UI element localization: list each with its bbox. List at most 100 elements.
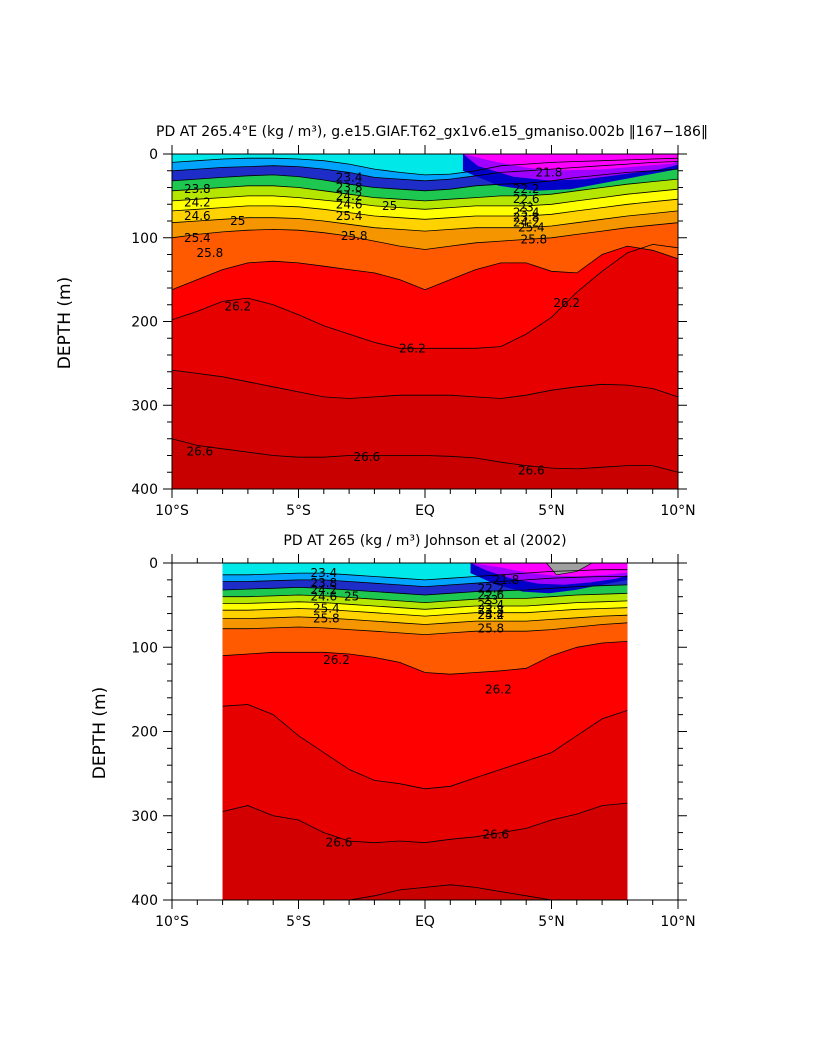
contour-label: 22.6 (477, 588, 504, 602)
contour-label: 23.8 (513, 211, 540, 225)
contour-label: 24.6 (310, 590, 337, 604)
contour-line-26-6 (171, 369, 679, 399)
panel-observed-title: PD AT 265 (kg / m³) Johnson et al (2002) (283, 533, 566, 549)
contour-label: 22.2 (513, 182, 540, 196)
x-tick-label: 10°S (155, 503, 189, 519)
contour-label: 25.8 (520, 232, 547, 246)
contour-label: 22.6 (513, 192, 540, 206)
y-tick-label: 0 (149, 147, 158, 163)
panel-observed-fill (222, 562, 628, 900)
panel-model-y-axis-label: DEPTH (m) (55, 277, 75, 369)
contour-label: 26.2 (224, 299, 251, 313)
contour-label: 26.6 (326, 836, 353, 850)
contour-line-26-2 (222, 641, 628, 675)
contour-label: 24.2 (513, 216, 540, 230)
contour-label: 26.2 (553, 296, 580, 310)
contour-line-23-8 (171, 168, 679, 192)
contour-label: 23 (519, 201, 534, 215)
x-tick-label: 5°S (286, 503, 311, 519)
y-tick-label: 100 (131, 640, 158, 656)
contour-label: 26.2 (485, 682, 512, 696)
contour-label: 25.4 (477, 608, 504, 622)
y-tick-label: 400 (131, 893, 158, 909)
contour-label: 25.4 (518, 221, 545, 235)
contour-label: 24.2 (184, 196, 211, 210)
y-tick-label: 300 (131, 398, 158, 414)
contour-label: 23.8 (477, 603, 504, 617)
contour-label: 26.6 (482, 827, 509, 841)
contour-label: 23.8 (310, 576, 337, 590)
contour-line-25-4 (171, 210, 679, 232)
panel-model-title: PD AT 265.4°E (kg / m³), g.e15.GIAF.T62_… (156, 124, 708, 140)
contour-label: 25.4 (313, 602, 340, 616)
contour-line-24-2 (222, 592, 628, 604)
contour-line-25 (171, 198, 679, 220)
contour-label: 23.4 (336, 170, 363, 184)
contour-line-23 (171, 157, 679, 176)
panel-model-axes: 10°S 5°S EQ 5°N 10°N 0 100 200 300 400 (131, 145, 696, 519)
contour-label: 26.2 (399, 341, 426, 355)
contour-line-25-8 (222, 622, 628, 636)
panel-observed-axes: 10°S 5°S EQ 5°N 10°N 0 100 200 300 400 (131, 554, 696, 930)
panel-observed-contour-labels: 23.423.824.224.6 2525.425.821.822.222.623… (310, 566, 519, 850)
contour-label: 25.8 (477, 622, 504, 636)
contour-label: 25 (230, 214, 245, 228)
panel-observed: PD AT 265 (kg / m³) Johnson et al (2002)… (90, 533, 696, 930)
contour-label: 21.8 (493, 573, 520, 587)
contour-label: 24.2 (477, 608, 504, 622)
x-tick-label: 10°N (660, 914, 695, 930)
contour-line-23-4 (171, 161, 679, 182)
contour-label: 25 (382, 199, 397, 213)
contour-label: 23.4 (310, 566, 337, 580)
x-tick-label: EQ (415, 914, 435, 930)
panel-model-fill (172, 154, 678, 489)
contour-label: 26.6 (353, 450, 380, 464)
y-tick-label: 400 (131, 482, 158, 498)
contour-label: 23.8 (184, 182, 211, 196)
panel-model-contours (171, 157, 679, 473)
x-tick-label: EQ (415, 503, 435, 519)
contour-line-26-6 (222, 802, 628, 844)
contour-label: 21.8 (536, 165, 563, 179)
y-tick-label: 200 (131, 725, 158, 741)
contour-label: 25.8 (313, 612, 340, 626)
y-tick-label: 100 (131, 231, 158, 247)
contour-line-24-6 (222, 600, 628, 610)
contour-label: 24.2 (336, 189, 363, 203)
contour-label: 26.6 (186, 444, 213, 458)
contour-line-26-4 (171, 243, 679, 349)
x-tick-label: 5°N (538, 503, 564, 519)
contour-label: 23.4 (477, 598, 504, 612)
x-tick-label: 10°N (660, 503, 695, 519)
contour-line-23-4 (222, 576, 628, 588)
y-tick-label: 200 (131, 315, 158, 331)
contour-line-23 (222, 569, 628, 581)
x-tick-label: 10°S (155, 914, 189, 930)
contour-label: 23.8 (336, 181, 363, 195)
contour-line-26-4 (222, 704, 628, 790)
fill-warm-pool-2 (470, 563, 628, 577)
contour-label: 25 (344, 590, 359, 604)
contour-line-25-8 (171, 222, 679, 250)
contour-label: 24.6 (184, 209, 211, 223)
y-tick-label: 0 (149, 556, 158, 572)
contour-line-25 (222, 607, 628, 617)
contour-label: 25.8 (341, 229, 368, 243)
contour-label: 26.2 (323, 653, 350, 667)
contour-label: 23 (483, 593, 498, 607)
contour-label: 25.4 (184, 231, 211, 245)
contour-line-23-8 (222, 584, 628, 596)
contour-label: 25.4 (336, 209, 363, 223)
contour-label: 22.2 (477, 581, 504, 595)
contour-line-26-2 (171, 245, 679, 291)
x-tick-label: 5°N (538, 914, 564, 930)
contour-label: 25.8 (197, 246, 224, 260)
contour-label: 23.4 (513, 206, 540, 220)
panel-model: PD AT 265.4°E (kg / m³), g.e15.GIAF.T62_… (55, 124, 708, 519)
contour-label: 24.6 (336, 197, 363, 211)
contour-line-24-6 (171, 188, 679, 210)
contour-line-25-4 (222, 614, 628, 625)
panel-observed-y-axis-label: DEPTH (m) (90, 687, 110, 779)
